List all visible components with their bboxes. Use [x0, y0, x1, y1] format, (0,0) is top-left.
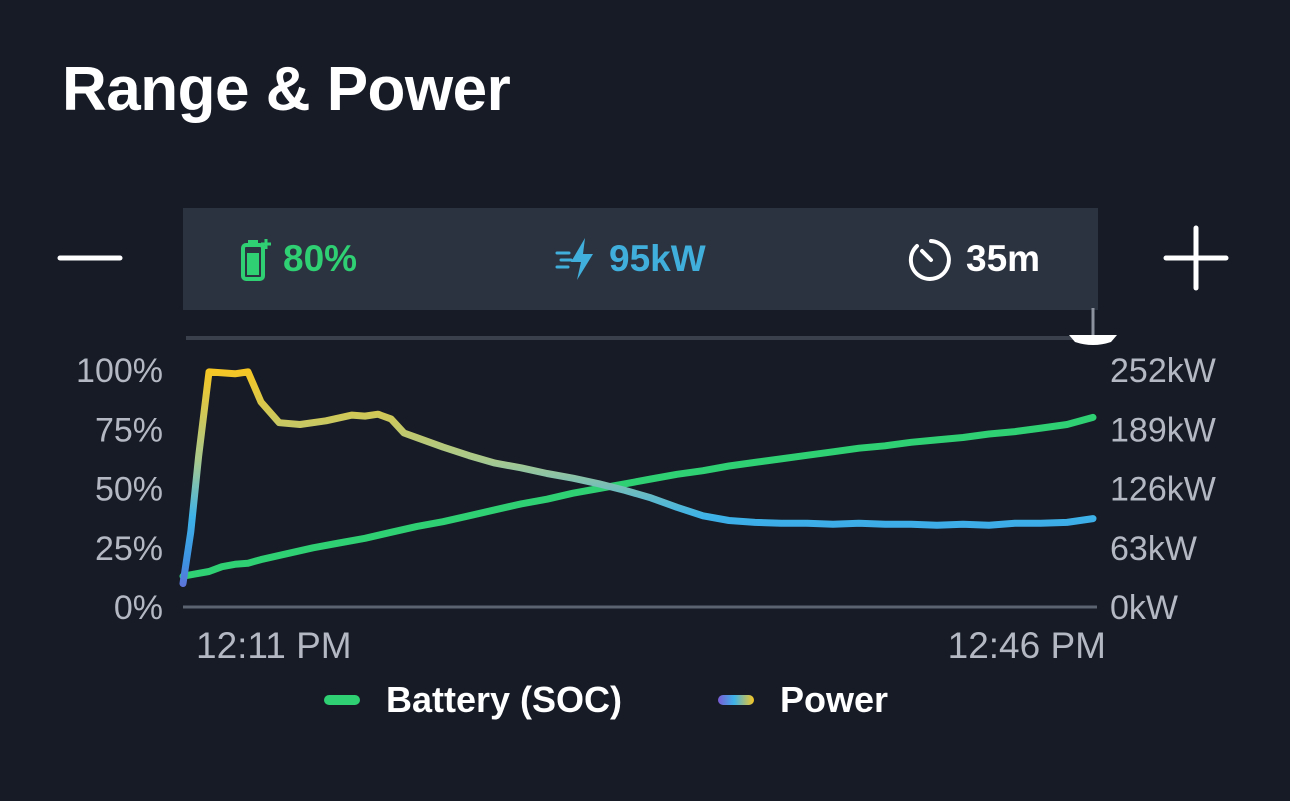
battery-value: 80% [283, 238, 358, 279]
minus-icon [57, 255, 123, 261]
right-axis-tick-label: 252kW [1110, 352, 1216, 390]
scrubber-handle-icon [1069, 335, 1117, 345]
legend-battery-label: Battery (SOC) [386, 679, 623, 720]
legend-swatch-battery [324, 695, 360, 705]
left-axis-tick-label: 50% [95, 471, 163, 509]
legend-battery: Battery (SOC) [324, 672, 622, 728]
right-axis-tick-label: 189kW [1110, 411, 1216, 449]
zoom-in-button[interactable] [1156, 218, 1236, 298]
power-line [179, 368, 1097, 587]
power-stat: 95kW [555, 208, 706, 310]
battery-soc-line [179, 413, 1097, 580]
duration-value: 35m [966, 238, 1041, 279]
battery-stat: 80% [241, 208, 357, 310]
left-axis-tick-label: 25% [95, 530, 163, 568]
x-axis-start-label: 12:11 PM [196, 625, 352, 666]
x-axis-end-label: 12:46 PM [948, 625, 1106, 666]
battery-charging-icon [241, 239, 271, 281]
page-title: Range & Power [62, 55, 511, 124]
timer-icon [908, 239, 951, 281]
legend-swatch-power [718, 695, 754, 705]
right-axis-tick-label: 0kW [1110, 589, 1178, 627]
left-axis-tick-label: 0% [114, 589, 163, 627]
legend-power-label: Power [780, 679, 889, 720]
right-axis-tick-label: 63kW [1110, 530, 1197, 568]
left-axis-tick-label: 100% [76, 352, 163, 390]
duration-stat: 35m [908, 208, 1040, 310]
zoom-out-button[interactable] [50, 218, 130, 298]
plus-icon [1163, 225, 1229, 291]
legend-power: Power [718, 672, 888, 728]
right-axis-tick-label: 126kW [1110, 471, 1216, 509]
left-axis-tick-label: 75% [95, 411, 163, 449]
power-value: 95kW [609, 238, 706, 279]
fast-charge-bolt-icon [555, 238, 593, 280]
charge-summary-panel: 80% 95kW 35m [183, 208, 1098, 310]
